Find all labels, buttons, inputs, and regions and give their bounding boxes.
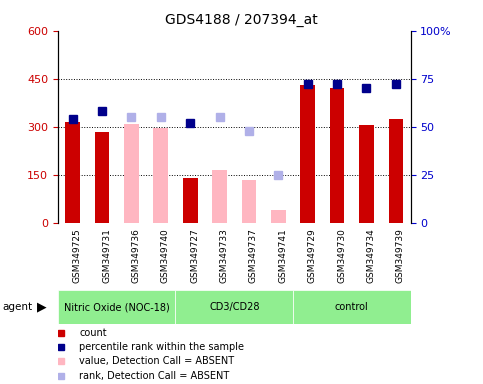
Text: GSM349739: GSM349739 [396,228,405,283]
Text: ▶: ▶ [37,301,46,314]
Text: GSM349736: GSM349736 [131,228,141,283]
Text: count: count [79,328,107,338]
Bar [175,290,293,324]
Bar [293,290,411,324]
Bar [65,122,80,223]
Text: percentile rank within the sample: percentile rank within the sample [79,342,244,352]
Text: GSM349727: GSM349727 [190,228,199,283]
Text: value, Detection Call = ABSENT: value, Detection Call = ABSENT [79,356,234,366]
Text: GSM349729: GSM349729 [308,228,317,283]
Bar [58,290,175,324]
Text: GSM349725: GSM349725 [72,228,82,283]
Bar [271,210,285,223]
Text: GDS4188 / 207394_at: GDS4188 / 207394_at [165,13,318,27]
Text: agent: agent [2,302,32,312]
Text: GSM349741: GSM349741 [278,228,287,283]
Bar [359,125,374,223]
Text: Nitric Oxide (NOC-18): Nitric Oxide (NOC-18) [64,302,170,312]
Text: rank, Detection Call = ABSENT: rank, Detection Call = ABSENT [79,371,229,381]
Bar [300,85,315,223]
Bar [95,131,109,223]
Text: GSM349733: GSM349733 [220,228,228,283]
Bar [330,88,344,223]
Text: GSM349737: GSM349737 [249,228,258,283]
Text: CD3/CD28: CD3/CD28 [209,302,259,312]
Text: GSM349740: GSM349740 [161,228,170,283]
Text: GSM349730: GSM349730 [337,228,346,283]
Text: GSM349731: GSM349731 [102,228,111,283]
Text: GSM349734: GSM349734 [367,228,375,283]
Bar [183,178,198,223]
Bar [242,180,256,223]
Bar [388,119,403,223]
Text: control: control [335,302,369,312]
Bar [154,128,168,223]
Bar [212,170,227,223]
Bar [124,124,139,223]
